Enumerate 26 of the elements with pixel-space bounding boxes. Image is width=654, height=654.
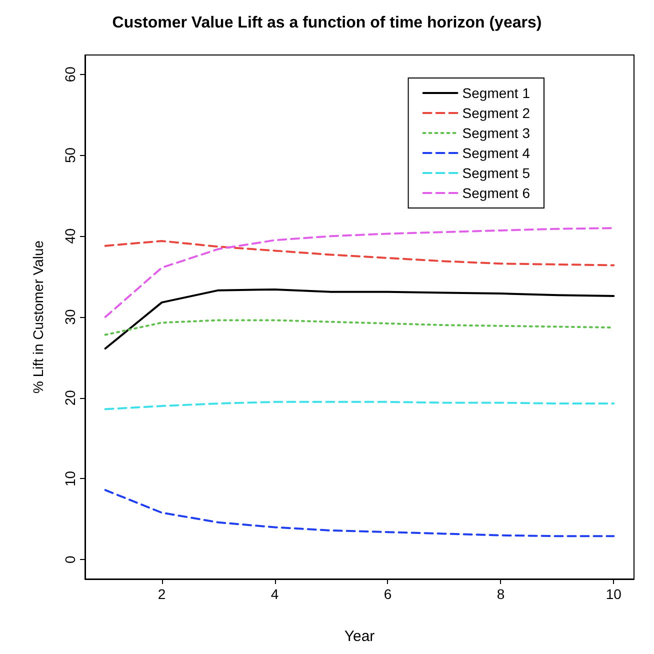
x-tick-label: 10 [606,586,622,602]
y-tick-label: 10 [62,470,78,487]
legend-label: Segment 5 [462,165,530,181]
y-tick-label: 50 [62,147,78,164]
y-tick-label: 60 [62,66,78,82]
line-series [104,489,615,538]
legend-label: Segment 1 [462,85,530,101]
y-tick-label: 30 [62,309,78,325]
legend-label: Segment 4 [462,145,530,161]
legend-label: Segment 6 [462,185,530,201]
y-tick-label: 40 [62,228,78,244]
chart-title: Customer Value Lift as a function of time horizon (years) [112,14,542,32]
x-tick-label: 2 [158,586,166,602]
legend-label: Segment 3 [462,125,530,141]
line-series [104,240,615,266]
line-series [104,227,615,318]
y-tick-label: 20 [62,390,78,406]
x-tick-label: 8 [496,586,505,602]
y-axis-title: % Lift in Customer Value [30,240,46,394]
y-tick-label: 0 [62,555,78,564]
legend-label: Segment 2 [462,105,530,121]
x-tick-label: 4 [270,586,279,602]
x-tick-label: 6 [384,586,392,602]
x-axis-title: Year [344,628,375,645]
line-series [104,288,615,350]
line-series [104,400,615,410]
